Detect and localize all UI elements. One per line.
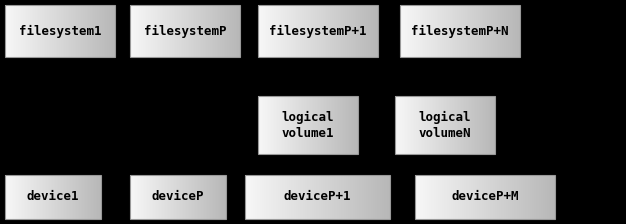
Text: logical
volume1: logical volume1 — [282, 110, 334, 140]
Text: filesystemP: filesystemP — [144, 24, 226, 38]
Text: filesystemP+N: filesystemP+N — [411, 24, 509, 38]
Text: deviceP: deviceP — [151, 190, 204, 203]
Text: device1: device1 — [27, 190, 80, 203]
Text: filesystem1: filesystem1 — [19, 24, 101, 38]
Text: deviceP+M: deviceP+M — [451, 190, 519, 203]
Text: deviceP+1: deviceP+1 — [284, 190, 351, 203]
Text: logical
volumeN: logical volumeN — [419, 110, 471, 140]
Text: filesystemP+1: filesystemP+1 — [269, 24, 367, 38]
